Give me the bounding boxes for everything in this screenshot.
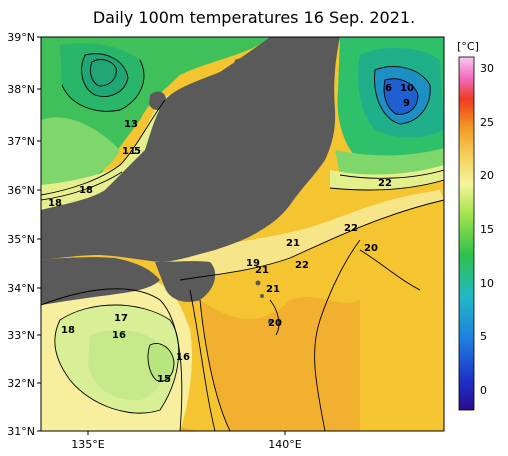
colorbar-tick-25: 25 <box>480 116 494 129</box>
map-frame <box>40 36 445 432</box>
contour-label: 19 <box>246 258 260 269</box>
colorbar-tick-5: 5 <box>480 330 487 343</box>
lon-axis: 135°E 140°E <box>71 431 302 451</box>
lat-label-33: 33°N <box>7 329 35 342</box>
contour-label: 16 <box>112 330 126 341</box>
lat-label-39: 39°N <box>7 31 35 44</box>
map-title: Daily 100m temperatures 16 Sep. 2021. <box>92 8 416 27</box>
lat-label-34: 34°N <box>7 282 35 295</box>
colorbar: [°C] 30 25 20 15 10 5 0 <box>457 40 494 411</box>
contour-label: 18 <box>48 198 62 209</box>
lat-label-36: 36°N <box>7 184 35 197</box>
contour-label: 5 <box>134 146 141 157</box>
contour-label: 11 <box>122 146 136 157</box>
lat-label-32: 32°N <box>7 377 35 390</box>
contour-labels: 6 10 9 13 11 5 18 18 22 22 20 19 21 22 2… <box>48 83 414 385</box>
contour-label: 22 <box>344 223 358 234</box>
contour-label: 17 <box>114 313 128 324</box>
contour-label: 21 <box>255 265 269 276</box>
contour-label: 15 <box>157 374 171 385</box>
japan-land <box>41 37 340 262</box>
contour-label: 21 <box>266 284 280 295</box>
colorbar-tick-10: 10 <box>480 277 494 290</box>
lat-label-38: 38°N <box>7 83 35 96</box>
lat-axis: 39°N 38°N 37°N 36°N 35°N 34°N 33°N 32°N … <box>7 31 41 438</box>
map-field <box>41 37 444 431</box>
contour-label: 9 <box>403 98 410 109</box>
contour-label: 18 <box>79 185 93 196</box>
colorbar-unit: [°C] <box>457 40 479 53</box>
contour-label: 21 <box>286 238 300 249</box>
contour-label: 22 <box>378 178 392 189</box>
colorbar-tick-20: 20 <box>480 169 494 182</box>
colorbar-tick-0: 0 <box>480 384 487 397</box>
contour-label: 13 <box>124 119 138 130</box>
lon-label-135: 135°E <box>71 438 104 451</box>
lat-label-31: 31°N <box>7 425 35 438</box>
contour-label: 20 <box>364 243 378 254</box>
contour-label: 6 <box>385 83 392 94</box>
contour-label: 10 <box>400 83 414 94</box>
lon-label-140: 140°E <box>268 438 301 451</box>
lat-label-35: 35°N <box>7 233 35 246</box>
contour-label: 22 <box>295 260 309 271</box>
lat-label-37: 37°N <box>7 135 35 148</box>
colorbar-tick-30: 30 <box>480 62 494 75</box>
contour-label: 18 <box>61 325 75 336</box>
contour-label: 16 <box>176 352 190 363</box>
colorbar-tick-15: 15 <box>480 223 494 236</box>
contour-label: 20 <box>268 318 282 329</box>
